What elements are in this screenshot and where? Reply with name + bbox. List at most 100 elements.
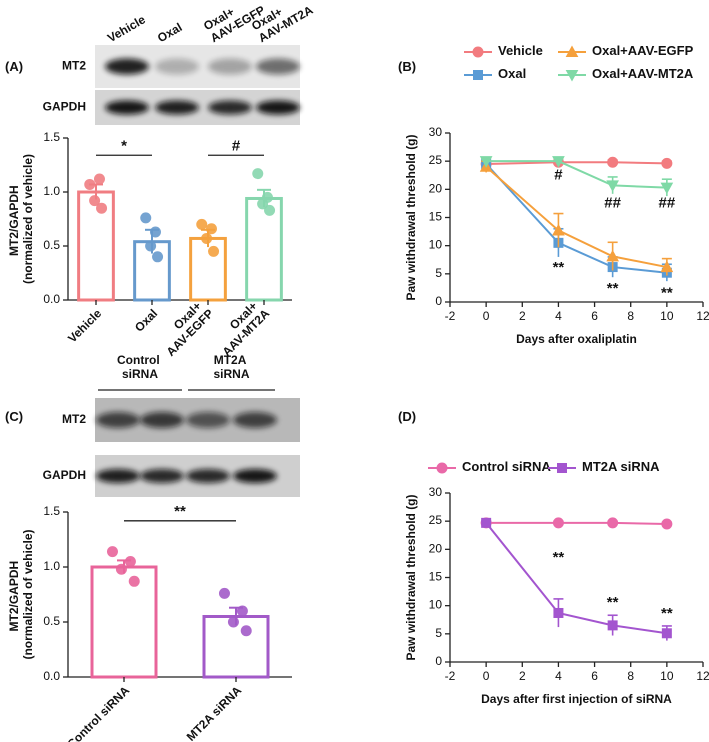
y-tick-label: 5 — [435, 266, 442, 280]
series-line — [486, 521, 667, 525]
data-point — [201, 232, 213, 244]
x-tick-label: 12 — [696, 669, 709, 683]
legend-label: Control siRNA — [462, 459, 551, 474]
x-tick-label: 6 — [591, 309, 598, 323]
blot-row-label: MT2 — [62, 59, 86, 73]
blot-band — [140, 412, 184, 428]
y-axis-label: Paw withdrawal threshold (g) — [404, 134, 418, 300]
data-point — [552, 156, 565, 168]
annotation: ## — [659, 194, 676, 211]
y-tick-label: 10 — [429, 598, 443, 612]
annotation: ** — [661, 285, 673, 302]
y-tick-label: 25 — [429, 513, 443, 527]
y-tick-label: 0.0 — [43, 292, 60, 306]
x-tick-label: 10 — [660, 309, 674, 323]
panel-label: (A) — [5, 59, 23, 74]
series-line — [486, 161, 667, 165]
data-point — [149, 226, 161, 238]
legend-label: Oxal+AAV-MT2A — [592, 66, 694, 81]
x-axis-label: Days after oxaliplatin — [516, 332, 637, 346]
legend-marker — [565, 45, 579, 57]
y-tick-label: 5 — [435, 626, 442, 640]
y-axis-label: Paw withdrawal threshold (g) — [404, 494, 418, 660]
data-point — [84, 178, 96, 190]
data-point — [128, 575, 140, 587]
y-tick-label: 30 — [429, 125, 443, 139]
data-point — [152, 251, 164, 263]
significance-label: ** — [174, 503, 186, 520]
data-point — [218, 587, 230, 599]
blot-band — [186, 412, 230, 428]
blot-band — [96, 412, 140, 428]
blot-band — [208, 100, 252, 115]
significance-label: # — [232, 137, 241, 154]
panel-label: (D) — [398, 409, 416, 424]
blot-row-label: GAPDH — [43, 468, 86, 482]
legend-label: Vehicle — [498, 43, 543, 58]
data-point — [264, 204, 276, 216]
annotation: ## — [604, 194, 621, 211]
data-point — [481, 517, 492, 528]
data-point — [252, 168, 264, 180]
y-tick-label: 1.5 — [43, 130, 60, 144]
series-line — [485, 522, 668, 635]
blot-band — [140, 469, 184, 483]
x-tick-label: 2 — [519, 309, 526, 323]
data-point — [661, 628, 672, 639]
annotation: # — [554, 166, 563, 183]
y-tick-label: 1.0 — [43, 184, 60, 198]
blot-band — [186, 469, 230, 483]
y-tick-label: 0 — [435, 294, 442, 308]
series-line — [485, 163, 667, 274]
y-tick-label: 20 — [429, 542, 443, 556]
annotation: ** — [553, 549, 565, 566]
y-tick-label: 1.0 — [43, 559, 60, 573]
blot-row-label: GAPDH — [43, 100, 86, 114]
panel-label: (C) — [5, 409, 23, 424]
x-tick-label: 0 — [483, 669, 490, 683]
legend-marker — [557, 463, 567, 473]
y-tick-label: 0.5 — [43, 614, 60, 628]
data-point — [124, 556, 136, 567]
blot-band — [256, 58, 300, 75]
blot-band — [233, 412, 277, 428]
x-axis-label: Days after first injection of siRNA — [481, 692, 672, 706]
blot-band — [208, 58, 252, 75]
legend-marker — [473, 70, 483, 80]
blot-band — [105, 100, 149, 115]
data-point — [607, 620, 618, 631]
y-tick-label: 15 — [429, 570, 443, 584]
data-point — [661, 518, 673, 530]
data-point — [115, 563, 127, 575]
data-point — [552, 223, 565, 236]
blot-band — [155, 100, 199, 115]
data-point — [227, 616, 239, 628]
annotation: ** — [553, 259, 565, 276]
data-point — [89, 195, 101, 207]
y-tick-label: 20 — [429, 182, 443, 196]
y-tick-label: 30 — [429, 485, 443, 499]
series-line — [485, 166, 668, 269]
panel-label: (B) — [398, 59, 416, 74]
data-point — [205, 223, 217, 235]
annotation: ** — [661, 605, 673, 622]
legend-marker — [472, 46, 484, 58]
data-point — [257, 198, 269, 210]
legend-label: Oxal+AAV-EGFP — [592, 43, 694, 58]
blot-band — [105, 58, 149, 75]
data-point — [552, 517, 564, 529]
data-point — [606, 180, 619, 192]
data-point — [145, 240, 157, 252]
x-tick-label: 10 — [660, 669, 674, 683]
y-tick-label: 0.0 — [43, 669, 60, 683]
data-point — [208, 245, 220, 257]
y-tick-label: 15 — [429, 210, 443, 224]
data-point — [140, 212, 152, 224]
x-tick-label: 12 — [696, 309, 709, 323]
x-tick-label: 0 — [483, 309, 490, 323]
x-tick-label: 8 — [627, 669, 634, 683]
y-tick-label: 1.5 — [43, 504, 60, 518]
data-point — [236, 605, 248, 617]
data-point — [660, 260, 674, 273]
y-tick-label: 10 — [429, 238, 443, 252]
